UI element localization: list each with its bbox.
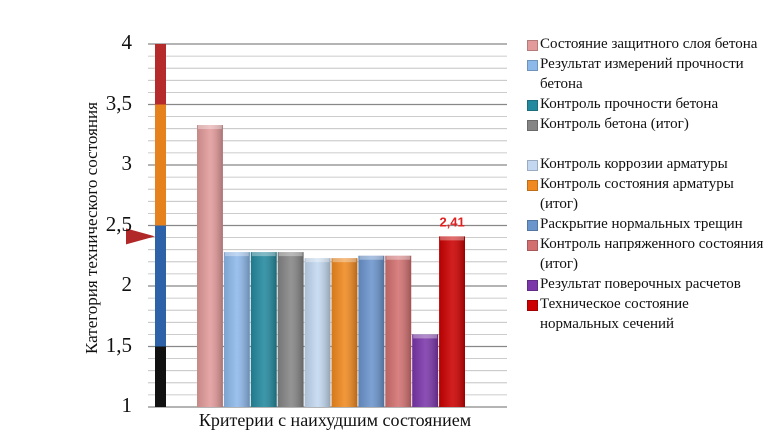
legend-swatch	[527, 60, 538, 71]
legend-item: Раскрытие нормальных трещин	[525, 214, 765, 234]
legend-swatch	[527, 240, 538, 251]
legend-item: Контроль коррозии арматуры	[525, 154, 765, 174]
legend-label: Контроль прочности бетона	[540, 96, 719, 112]
legend-swatch	[527, 280, 538, 291]
legend-label: Контроль коррозии арматуры	[540, 156, 728, 172]
legend-item: Контроль прочности бетона	[525, 94, 765, 114]
legend-item: Результат измерений прочности бетона	[525, 54, 765, 94]
bar-bevel	[198, 125, 222, 130]
bar-bevel	[251, 252, 276, 257]
legend: Состояние защитного слоя бетона Результат…	[525, 34, 765, 334]
legend-item: Контроль напряженного состояния (итог)	[525, 234, 765, 274]
legend-label: Результат измерений прочности бетона	[540, 56, 744, 92]
legend-swatch	[527, 180, 538, 191]
legend-label: Контроль напряженного состояния (итог)	[540, 236, 764, 272]
y-tick-label: 3,5	[105, 90, 132, 115]
legend-label: Результат поверочных расчетов	[540, 276, 741, 292]
legend-label: Раскрытие нормальных трещин	[540, 216, 743, 232]
legend-swatch	[527, 100, 538, 111]
bar-shading	[304, 258, 331, 407]
bar-bevel	[332, 258, 357, 263]
scale-bar-segment	[155, 104, 166, 226]
legend-item: Результат поверочных расчетов	[525, 274, 765, 294]
bar-shading	[277, 252, 304, 407]
data-label: 2,41	[439, 214, 464, 229]
y-tick-label: 3	[121, 151, 133, 175]
bar-shading	[412, 334, 439, 407]
bar-shading	[331, 258, 358, 407]
legend-swatch	[527, 40, 538, 51]
y-tick-label: 1,5	[105, 332, 132, 357]
legend-label: Техническое состояние нормальных сечений	[540, 296, 689, 332]
legend-item: Техническое состояние нормальных сечений	[525, 294, 765, 334]
legend-swatch	[527, 160, 538, 171]
legend-label: Контроль состояния арматуры (итог)	[540, 176, 734, 212]
scale-bar-segment	[155, 44, 166, 105]
bar-shading	[439, 236, 465, 407]
bar-bevel	[413, 334, 438, 339]
legend-item: Контроль бетона (итог)	[525, 114, 765, 134]
scale-bar-segment	[155, 225, 166, 347]
scale-marker-arrow	[126, 228, 155, 245]
y-tick-label: 2,5	[105, 211, 132, 236]
bar-shading	[358, 255, 385, 407]
legend-swatch	[527, 300, 538, 311]
bar-bevel	[224, 252, 249, 257]
legend-item: Состояние защитного слоя бетона	[525, 34, 765, 54]
bar-bevel	[278, 252, 303, 257]
bar-shading	[385, 255, 412, 407]
bar-shading	[250, 252, 277, 407]
y-tick-label: 2	[121, 272, 133, 296]
bar-shading	[197, 125, 223, 407]
legend-label: Состояние защитного слоя бетона	[540, 36, 758, 52]
scale-bar-segment	[155, 346, 166, 407]
legend-swatch	[527, 120, 538, 131]
bar-bevel	[359, 255, 384, 260]
y-tick-label: 1	[121, 393, 133, 417]
y-tick-label: 4	[121, 30, 133, 54]
legend-item: Контроль состояния арматуры (итог)	[525, 174, 765, 214]
bar-bevel	[305, 258, 330, 263]
bar-shading	[223, 252, 250, 407]
legend-swatch	[527, 220, 538, 231]
y-axis-label: Категория технического состояния	[82, 102, 101, 354]
legend-label: Контроль бетона (итог)	[540, 116, 689, 132]
x-axis-label: Критерии с наихудшим состоянием	[198, 410, 472, 430]
bar-bevel	[386, 255, 411, 260]
bar-bevel	[440, 236, 464, 241]
